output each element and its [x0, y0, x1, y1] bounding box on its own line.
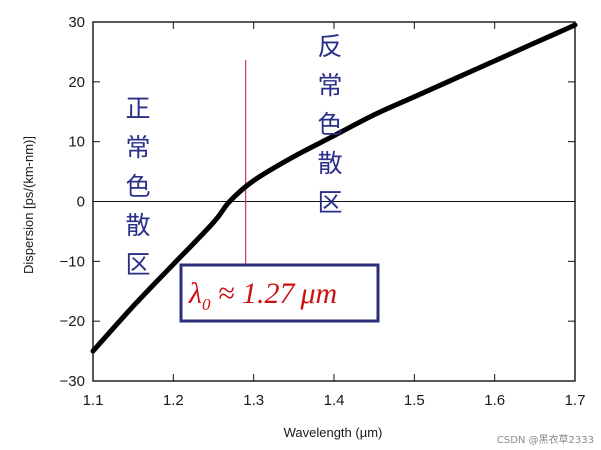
right-region-char: 散 — [317, 149, 342, 178]
left-region-char: 色 — [125, 172, 150, 201]
right-region-char: 反 — [317, 32, 342, 61]
right-region-char: 区 — [317, 188, 342, 217]
normal-dispersion-region-label: 正 常 色 散 区 — [125, 94, 150, 279]
right-region-char: 常 — [317, 71, 342, 100]
y-tick-label: 10 — [68, 134, 85, 151]
x-tick-label: 1.7 — [565, 392, 586, 409]
y-axis-label: Dispersion [ps/(km-nm)] — [21, 136, 36, 274]
dispersion-curve — [90, 22, 578, 354]
watermark: CSDN @黑衣草2333 — [497, 433, 594, 446]
y-tick-label: 30 — [68, 14, 85, 31]
lambda-symbol: λ — [188, 277, 202, 310]
anomalous-dispersion-region-label: 反 常 色 散 区 — [317, 32, 342, 217]
y-tick-label: 0 — [77, 194, 85, 211]
y-tick-label: 20 — [68, 74, 85, 91]
zero-dispersion-callout: λ0 ≈ 1.27 μm — [179, 263, 380, 323]
left-region-char: 散 — [125, 211, 150, 240]
left-region-char: 正 — [125, 94, 150, 123]
lambda-unit: μm — [299, 277, 337, 310]
x-tick-label: 1.5 — [404, 392, 425, 409]
x-tick-label: 1.2 — [163, 392, 184, 409]
x-tick-label: 1.3 — [243, 392, 264, 409]
x-tick-label: 1.4 — [324, 392, 345, 409]
tick-group — [92, 21, 576, 382]
left-region-char: 常 — [125, 133, 150, 162]
y-tick-label: −20 — [60, 313, 85, 330]
x-tick-label: 1.1 — [83, 392, 104, 409]
lambda-approx-value: ≈ 1.27 — [211, 277, 297, 310]
x-axis-label: Wavelength (µm) — [284, 425, 383, 440]
lambda-subscript: 0 — [202, 295, 211, 314]
callout-box — [179, 263, 380, 323]
y-tick-label: −30 — [60, 373, 85, 390]
tick-label-group: 1.1 1.2 1.3 1.4 1.5 1.6 1.7 30 20 10 0 −10 −20 −30 — [60, 14, 586, 409]
lambda-zero-label: λ0 ≈ 1.27 μm — [188, 277, 337, 314]
right-region-char: 色 — [317, 110, 342, 139]
y-tick-label: −10 — [60, 253, 85, 270]
left-region-char: 区 — [125, 250, 150, 279]
series-group — [90, 22, 578, 354]
x-tick-label: 1.6 — [484, 392, 505, 409]
